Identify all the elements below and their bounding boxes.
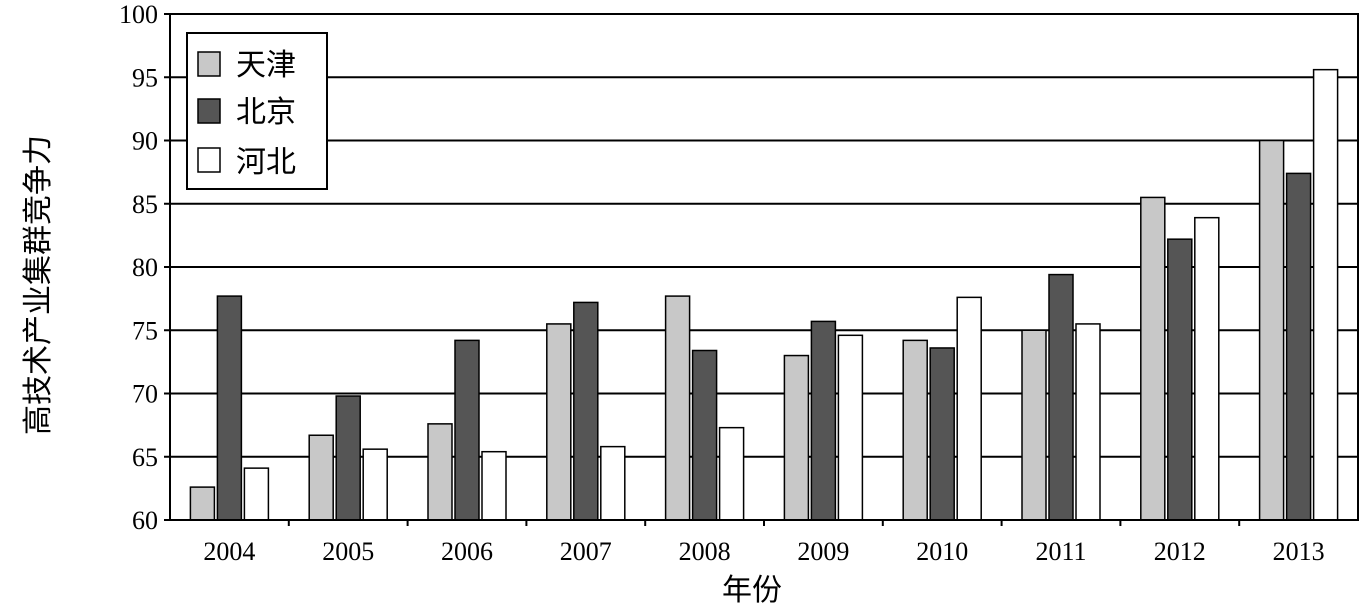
bar-2012-天津 [1140, 196, 1166, 521]
x-tick-label: 2010 [916, 537, 968, 566]
legend-swatch-hebei [197, 147, 221, 173]
x-tick-label: 2005 [322, 537, 374, 566]
x-tick-label: 2009 [797, 537, 849, 566]
y-axis: 60 65 70 75 80 85 90 95 100 [119, 0, 170, 535]
bar-2005-河北 [362, 448, 388, 521]
x-tick-label: 2008 [679, 537, 731, 566]
bar-2010-河北 [956, 296, 982, 521]
legend-label-tianjin: 天津 [236, 48, 296, 83]
y-tick-label: 80 [132, 253, 158, 282]
x-tick-label: 2012 [1154, 537, 1206, 566]
y-tick-label: 90 [132, 127, 158, 156]
bar-2011-北京 [1048, 273, 1074, 521]
bar-2007-河北 [600, 445, 626, 521]
legend-swatch-tianjin [197, 51, 221, 77]
bar-2004-北京 [216, 295, 243, 521]
bar-2013-河北 [1312, 68, 1339, 521]
x-tick-label: 2013 [1273, 537, 1325, 566]
y-axis-title: 高技术产业集群竞争力 [21, 135, 56, 435]
x-tick-label: 2007 [560, 537, 612, 566]
bar-2006-河北 [481, 450, 507, 521]
bar-2008-天津 [664, 295, 691, 521]
bar-2006-北京 [454, 339, 480, 521]
x-tick-label: 2011 [1035, 537, 1086, 566]
x-tick-label: 2004 [203, 537, 255, 566]
bar-2011-天津 [1021, 329, 1047, 521]
bar-2009-北京 [810, 320, 837, 521]
legend-label-beijing: 北京 [236, 95, 296, 130]
bar-2010-天津 [902, 339, 928, 521]
y-tick-label: 100 [119, 0, 158, 29]
bar-2008-河北 [718, 426, 745, 521]
bar-2007-天津 [546, 323, 572, 521]
bar-2007-北京 [573, 301, 599, 521]
bar-2009-天津 [783, 354, 810, 521]
y-tick-label: 60 [132, 506, 158, 535]
y-tick-label: 95 [132, 63, 158, 92]
legend-swatch-beijing [197, 98, 221, 124]
bar-2006-天津 [427, 423, 453, 521]
legend-label-hebei: 河北 [236, 145, 296, 180]
y-tick-label: 70 [132, 380, 158, 409]
y-tick-label: 65 [132, 443, 158, 472]
bar-2012-河北 [1194, 216, 1220, 521]
bar-2008-北京 [691, 349, 718, 521]
x-axis-title: 年份 [722, 573, 782, 608]
bar-2004-天津 [189, 486, 216, 521]
x-axis: 2004 2005 2006 2007 2008 2009 2010 2011 2012 2013 [203, 520, 1325, 566]
bar-2009-河北 [837, 334, 864, 521]
bar-2013-天津 [1258, 139, 1285, 521]
bars [189, 68, 1339, 521]
legend: 天津 北京 河北 [186, 32, 328, 190]
y-tick-label: 75 [132, 316, 158, 345]
bar-2004-河北 [243, 467, 270, 521]
bar-2005-天津 [308, 434, 334, 521]
x-tick-label: 2006 [441, 537, 493, 566]
bar-2012-北京 [1167, 238, 1193, 521]
bar-2013-北京 [1285, 172, 1312, 521]
bar-2005-北京 [335, 395, 361, 521]
y-tick-label: 85 [132, 190, 158, 219]
bar-2010-北京 [929, 347, 955, 521]
bar-2011-河北 [1075, 323, 1101, 521]
